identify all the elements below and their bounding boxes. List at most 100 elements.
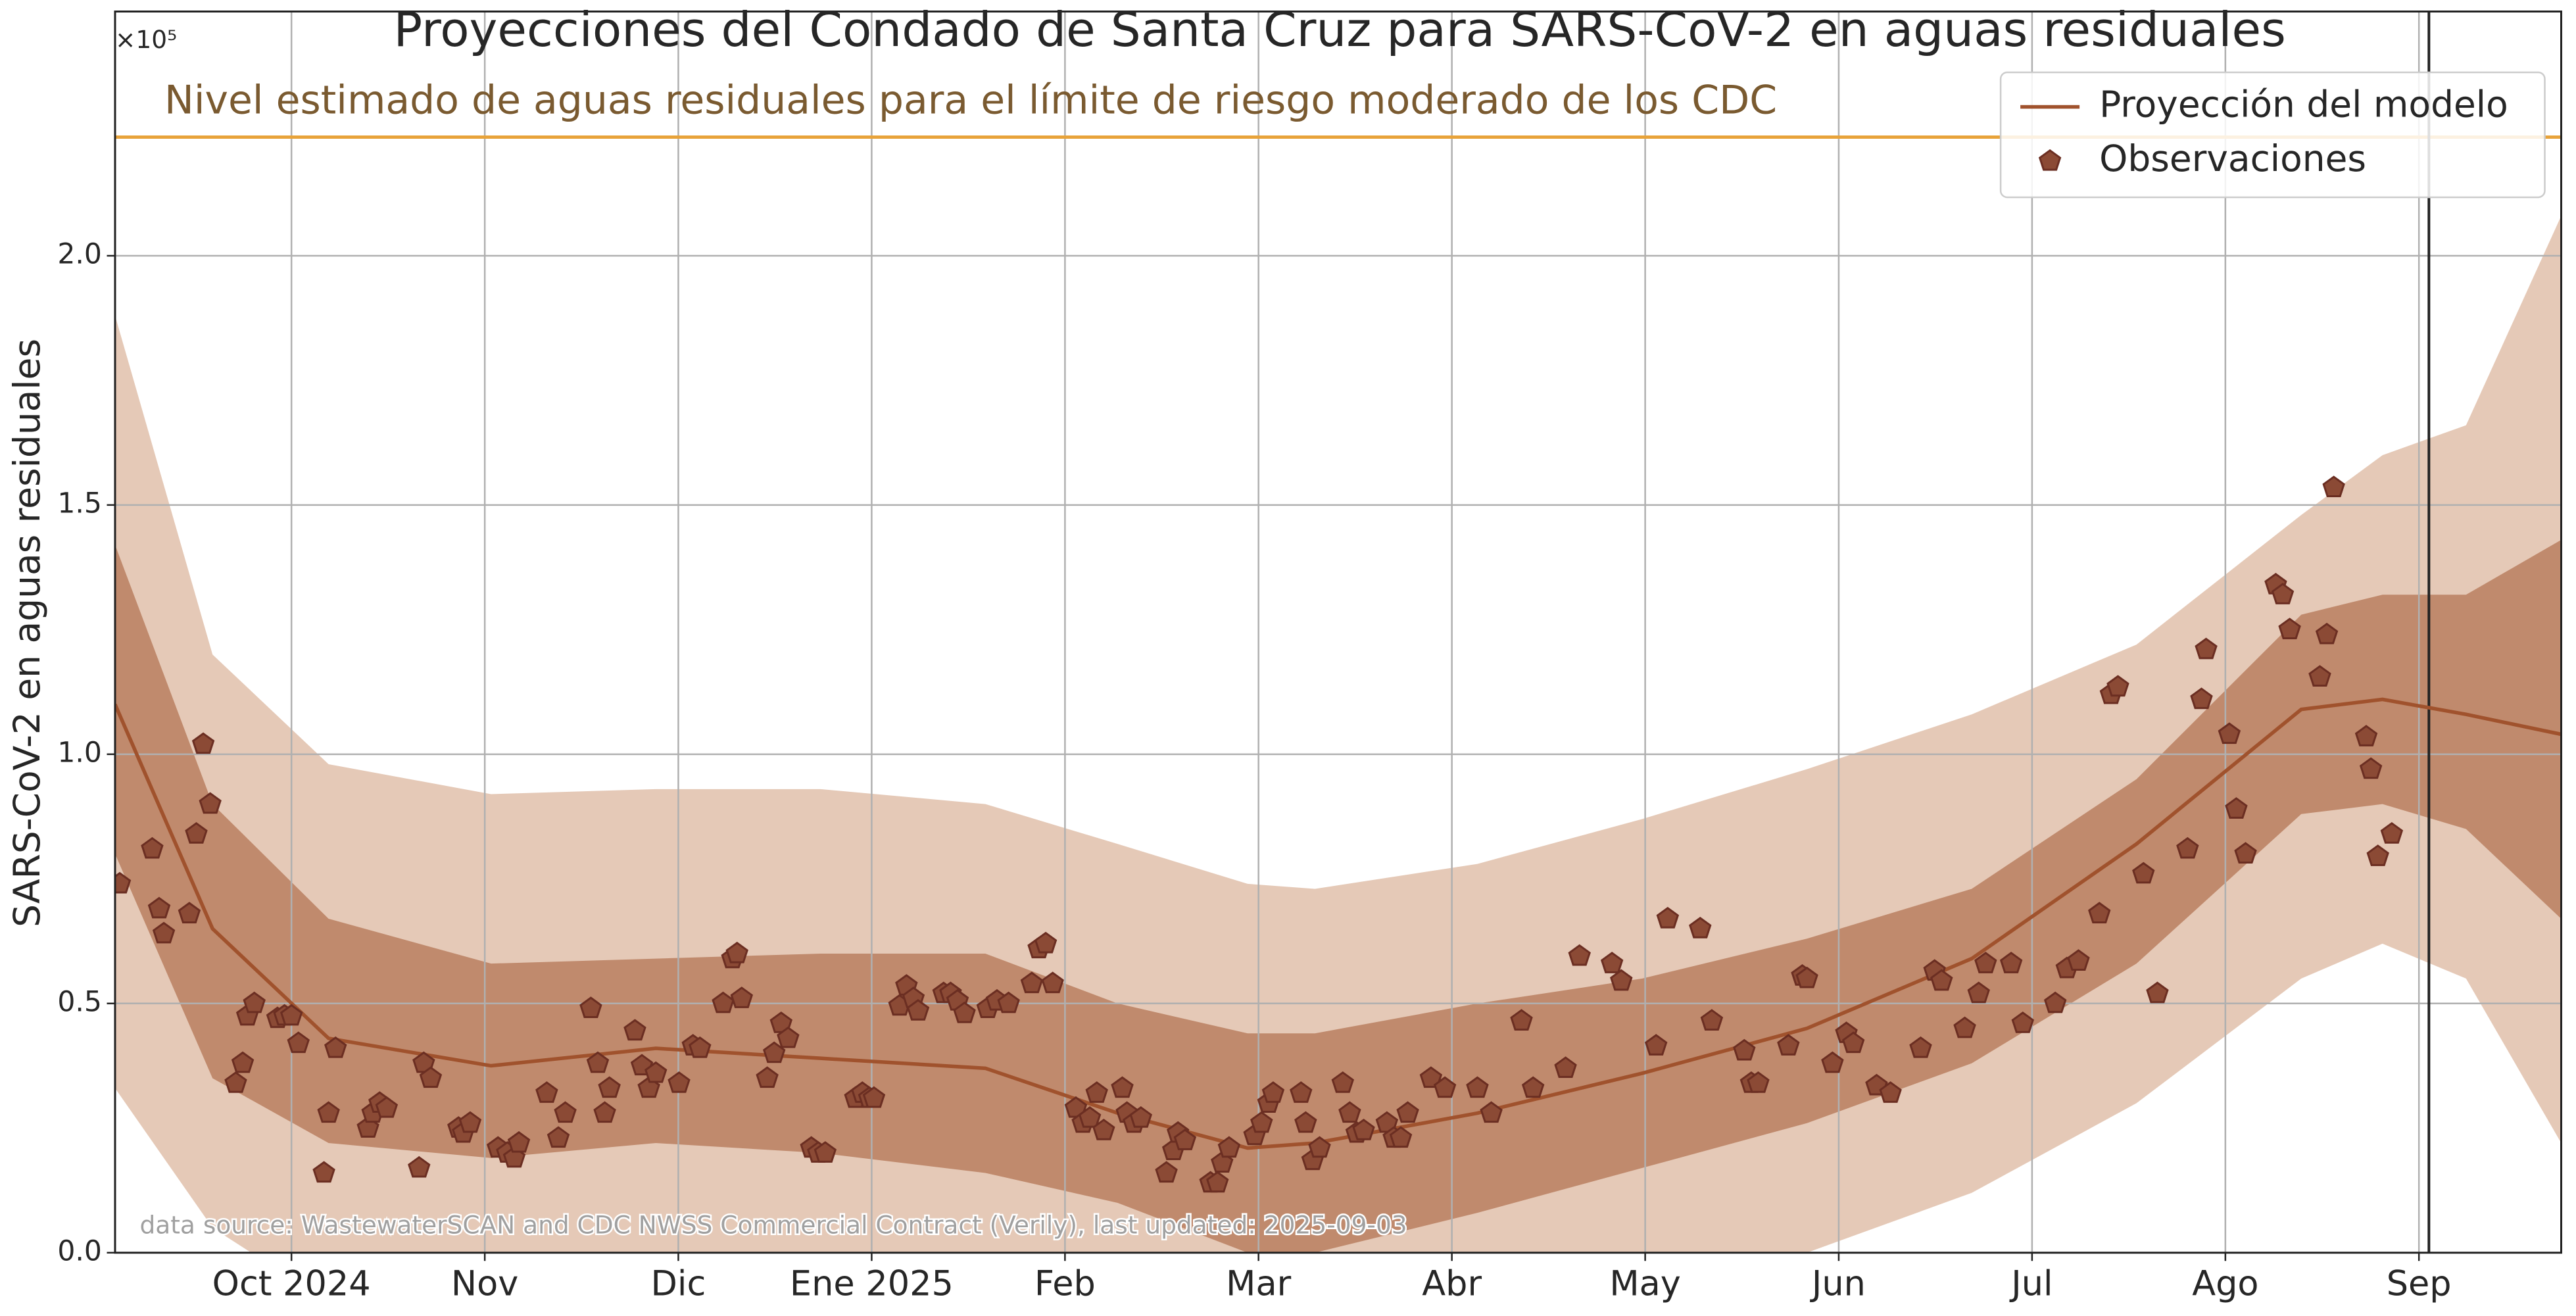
x-tick-label: Dic — [651, 1263, 706, 1304]
observation — [906, 999, 930, 1021]
observation — [2195, 637, 2218, 660]
observation — [1600, 952, 1624, 973]
observation — [2225, 797, 2248, 819]
observation — [1466, 1076, 1489, 1098]
threshold-label: Nivel estimado de aguas residuales para … — [164, 78, 1777, 124]
observation — [2146, 981, 2169, 1004]
observation — [2322, 475, 2345, 497]
legend-label: Observaciones — [2099, 137, 2366, 180]
observation — [730, 987, 754, 1008]
observation — [1967, 981, 1990, 1004]
observation — [2271, 583, 2295, 604]
observation — [199, 792, 222, 814]
y-tick-label: 1.0 — [57, 737, 102, 769]
observation — [1433, 1076, 1457, 1098]
observation — [2234, 842, 2257, 864]
observation — [623, 1019, 646, 1041]
observation — [2218, 722, 2241, 744]
observation — [1155, 1161, 1178, 1183]
observation — [1841, 1031, 1865, 1054]
observation — [2176, 837, 2199, 859]
observation — [114, 871, 132, 894]
y-tick-label: 2.0 — [57, 238, 102, 270]
x-tick-label: Sep — [2387, 1263, 2452, 1304]
observation — [554, 1101, 577, 1123]
chart-title: Proyecciones del Condado de Santa Cruz p… — [394, 3, 2286, 58]
x-tick-label: Mar — [1226, 1263, 1291, 1304]
observation — [535, 1081, 558, 1103]
observation — [1338, 1101, 1361, 1123]
observation — [507, 1131, 531, 1153]
observation — [2380, 821, 2404, 844]
observation — [1554, 1056, 1577, 1078]
x-tick-label: Ene 2025 — [790, 1263, 954, 1304]
observation — [1747, 1071, 1770, 1093]
observation — [1041, 971, 1064, 994]
observation — [2043, 991, 2067, 1013]
observation — [1974, 952, 1997, 973]
observation — [1644, 1034, 1668, 1056]
observation — [1352, 1118, 1375, 1140]
observation — [224, 1071, 247, 1093]
observation — [1821, 1051, 1844, 1073]
observation — [1521, 1076, 1545, 1098]
observation — [1020, 971, 1044, 994]
x-tick-label: Ago — [2192, 1263, 2258, 1304]
observation — [1217, 1136, 1241, 1158]
observation — [689, 1036, 712, 1058]
observation — [2359, 757, 2383, 779]
observation — [408, 1156, 431, 1178]
observation — [279, 1004, 303, 1026]
observation — [312, 1161, 335, 1183]
observation — [1092, 1118, 1115, 1140]
observation — [1294, 1111, 1317, 1133]
observation — [725, 941, 748, 963]
observation — [598, 1076, 621, 1098]
observation — [1879, 1081, 1902, 1103]
observation — [2366, 844, 2389, 866]
y-tick-label: 0.0 — [57, 1235, 102, 1267]
y-axis-label: SARS-CoV-2 en aguas residuales — [6, 339, 48, 927]
observation — [243, 991, 266, 1013]
observation — [287, 1031, 310, 1054]
observation — [185, 821, 208, 844]
observation — [777, 1026, 800, 1048]
observation — [1331, 1071, 1355, 1093]
observation — [1909, 1036, 1932, 1058]
observation — [419, 1066, 443, 1088]
observation — [2106, 675, 2129, 697]
observation — [2011, 1011, 2034, 1033]
x-tick-label: Nov — [451, 1263, 518, 1304]
observation — [1290, 1081, 1313, 1103]
observation — [1953, 1016, 1976, 1038]
observation — [2354, 725, 2378, 746]
observation — [1129, 1106, 1152, 1128]
observation — [1656, 906, 1680, 929]
x-tick-label: Oct 2024 — [212, 1263, 371, 1304]
observation — [2132, 862, 2155, 884]
observation — [1034, 931, 1057, 954]
observation — [147, 896, 171, 919]
observation — [644, 1061, 668, 1083]
observation — [712, 991, 735, 1013]
observation — [1396, 1101, 1419, 1123]
observation — [1733, 1038, 1756, 1061]
observation — [579, 996, 602, 1019]
observation — [2088, 902, 2111, 923]
y-tick-label: 0.5 — [57, 986, 102, 1018]
x-tick-label: Feb — [1034, 1263, 1096, 1304]
observation — [1308, 1136, 1331, 1158]
source-note: data source: WastewaterSCAN and CDC NWSS… — [139, 1210, 1407, 1239]
x-tick-label: Jun — [1810, 1263, 1866, 1304]
observation — [1111, 1076, 1134, 1098]
observation — [1085, 1081, 1108, 1103]
observation — [2278, 618, 2301, 639]
confidence-band — [114, 539, 2562, 1253]
axes-frame — [114, 11, 2563, 1254]
observation — [1777, 1034, 1800, 1056]
overlay: Nivel estimado de aguas residuales para … — [57, 11, 2563, 1304]
observation — [593, 1101, 616, 1123]
observation — [814, 1141, 837, 1163]
y-tick-label: 1.5 — [57, 487, 102, 520]
